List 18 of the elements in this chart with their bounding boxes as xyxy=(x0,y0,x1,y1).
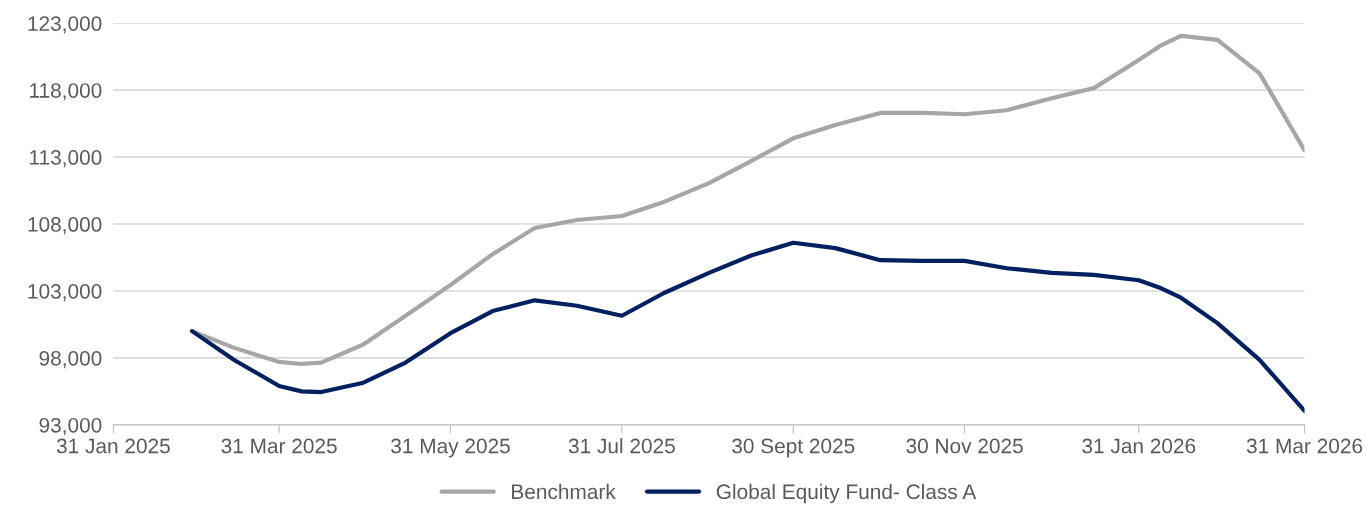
x-tick-label: 31 Mar 2026 xyxy=(1246,438,1363,454)
y-tick-label: 113,000 xyxy=(30,150,102,168)
y-tick-label: 103,000 xyxy=(28,283,102,302)
x-tick-label: 31 Jan 2026 xyxy=(1082,438,1196,454)
x-tick-label: 30 Sept 2025 xyxy=(732,438,855,458)
x-tick-label: 31 Jul 2025 xyxy=(568,438,675,454)
y-tick-label: 118,000 xyxy=(30,83,102,101)
legend-label: Benchmark xyxy=(512,483,616,500)
y-tick-label: 123,000 xyxy=(28,16,102,34)
y-tick-label: 98,000 xyxy=(39,350,102,369)
x-tick-label: 30 Nov 2025 xyxy=(906,438,1023,454)
y-tick-label: 93,000 xyxy=(39,417,102,436)
line-series xyxy=(189,240,1305,413)
x-tick-label: 31 Jan 2025 xyxy=(56,438,170,454)
legend-label: Global Equity Fund- Class A xyxy=(716,483,977,504)
x-tick-label: 31 Mar 2025 xyxy=(221,438,337,454)
x-tick-label: 31 May 2025 xyxy=(391,438,510,458)
y-tick-label: 108,000 xyxy=(28,217,102,235)
